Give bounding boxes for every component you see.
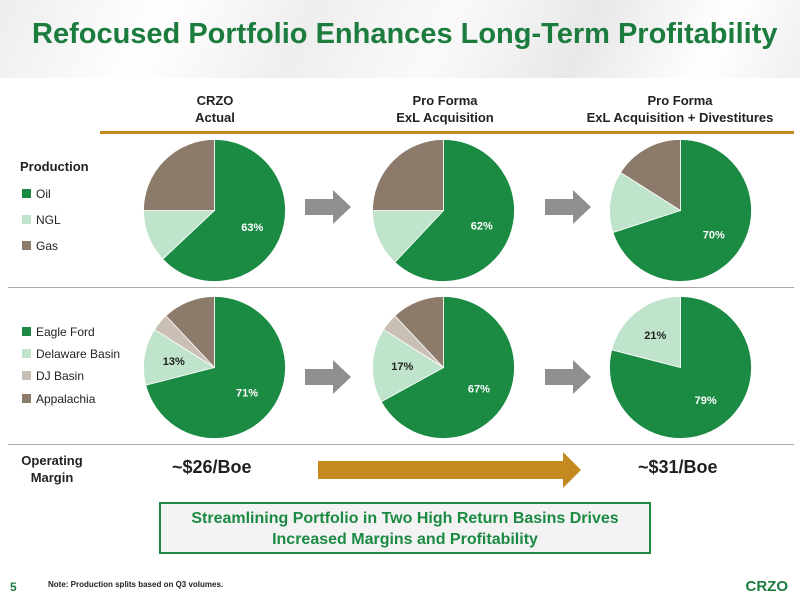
production-label: Production [20,159,89,174]
pie-data-label: 17% [391,361,413,373]
column-header-line2: ExL Acquisition [396,110,494,125]
pie-slice-gas [372,139,444,211]
arrow-right-icon [305,190,351,224]
header-background [0,0,800,78]
legend-swatch [22,394,31,403]
pie-data-label: 67% [468,384,490,396]
legend-label: Delaware Basin [36,347,121,361]
pie-slice-oil [162,139,286,282]
operating-margin-label-line2: Margin [30,470,74,485]
column-header-line1: Pro Forma [647,93,713,108]
legend-swatch [22,215,31,224]
column-header-line2: Actual [195,110,235,125]
row-divider [8,444,794,445]
legend-label: DJ Basin [36,369,85,383]
pie-slice-ngl [609,171,682,233]
pie-data-label: 79% [695,395,717,407]
pie-slice-delaware-basin [372,328,445,403]
pie-data-label: 63% [241,222,263,234]
operating-margin-label-line1: Operating [21,453,83,468]
pie-chart-basins-crzo-actual: 71% 13% [143,296,286,439]
legend-label: Gas [36,239,59,253]
brand-logo: CRZO [745,578,789,595]
legend-label: Oil [36,187,51,201]
arrow-right-icon [318,452,581,488]
operating-margin-after: ~$31/Boe [638,457,718,477]
pie-data-label: 71% [236,388,258,400]
legend-item-oil: Oil [22,186,51,202]
pie-chart-production-crzo-actual: 63% [143,139,286,282]
pie-slice-delaware-basin [143,328,216,386]
pie-data-label: 21% [644,330,666,342]
pie-slice-appalachia [394,296,444,369]
pie-slice-gas [143,139,215,211]
column-header-line1: CRZO [196,93,234,108]
legend-label: Eagle Ford [36,325,95,339]
legend-swatch [22,371,31,380]
operating-margin-before: ~$26/Boe [172,457,252,477]
legend-item-gas: Gas [22,238,58,254]
pie-data-label: 13% [163,356,185,368]
callout-box: Streamlining Portfolio in Two High Retur… [159,502,651,554]
legend-swatch [22,327,31,336]
arrow-right-icon [545,360,591,394]
pie-chart-production-exl-divestitures: 70% [609,139,752,282]
pie-slice-eagle-ford [380,296,515,439]
legend-swatch [22,189,31,198]
arrow-right-icon [305,360,351,394]
pie-chart-production-exl-acquisition: 62% [372,139,515,282]
callout-line2: Increased Margins and Profitability [272,531,538,548]
pie-chart-basins-exl-divestitures: 79% 21% [609,296,752,439]
legend-item-delaware-basin: Delaware Basin [22,346,120,362]
legend-item-ngl: NGL [22,212,61,228]
row-divider [8,287,794,288]
legend-swatch [22,241,31,250]
legend-swatch [22,349,31,358]
header-divider [100,131,794,134]
legend-item-dj-basin: DJ Basin [22,368,84,384]
legend-label: Appalachia [36,392,96,406]
legend-label: NGL [36,213,61,227]
pie-slice-oil [612,139,752,282]
pie-slice-gas [619,139,681,212]
callout-line1: Streamlining Portfolio in Two High Retur… [191,510,619,527]
pie-slice-eagle-ford [145,296,286,439]
column-header-line1: Pro Forma [412,93,478,108]
page-title: Refocused Portfolio Enhances Long-Term P… [32,18,778,50]
pie-chart-basins-exl-acquisition: 67% 17% [372,296,515,439]
column-header-exl-acquisition: Pro Forma ExL Acquisition [375,92,515,126]
legend-item-appalachia: Appalachia [22,391,95,407]
pie-slice-oil [394,139,515,282]
arrow-right-icon [545,190,591,224]
page-number: 5 [10,580,17,594]
column-header-line2: ExL Acquisition + Divestitures [586,110,774,125]
pie-slice-appalachia [165,296,215,369]
column-header-crzo-actual: CRZO Actual [145,92,285,126]
legend-item-eagle-ford: Eagle Ford [22,324,95,340]
footnote: Note: Production splits based on Q3 volu… [48,580,224,589]
pie-slice-ngl [372,210,445,263]
pie-data-label: 62% [471,221,493,233]
operating-margin-label: Operating Margin [10,452,94,486]
pie-slice-delaware-basin [611,296,681,369]
pie-data-label: 70% [703,230,725,242]
column-header-exl-divestitures: Pro Forma ExL Acquisition + Divestitures [570,92,790,126]
